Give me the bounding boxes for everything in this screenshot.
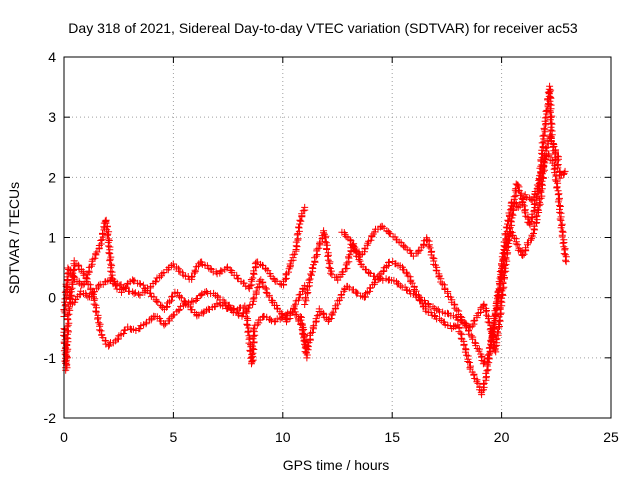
- y-tick-label: 1: [48, 230, 56, 246]
- x-tick-label: 20: [494, 429, 510, 445]
- grid-lines: [64, 57, 611, 418]
- x-tick-label: 10: [275, 429, 291, 445]
- y-tick-label: 2: [48, 169, 56, 185]
- y-tick-label: 3: [48, 109, 56, 125]
- y-tick-label: -1: [44, 350, 57, 366]
- series-markers: [62, 276, 309, 326]
- series-markers: [338, 131, 562, 368]
- x-tick-label: 15: [384, 429, 400, 445]
- chart-title: Day 318 of 2021, Sidereal Day-to-day VTE…: [68, 20, 578, 36]
- x-axis-label: GPS time / hours: [283, 457, 390, 473]
- plot-frame: [63, 56, 612, 419]
- x-tick-label: 0: [60, 429, 68, 445]
- series-6: [338, 131, 562, 368]
- y-axis-label: SDTVAR / TECUs: [6, 182, 22, 294]
- y-tick-label: -2: [44, 410, 57, 426]
- series-3: [62, 276, 309, 326]
- axis-ticks: 0 5 10 15 20 25 -2 -1 0 1 2 3 4: [44, 49, 619, 445]
- y-tick-label: 4: [48, 49, 56, 65]
- series-layer: [60, 82, 570, 399]
- x-tick-label: 5: [170, 429, 178, 445]
- x-tick-label: 25: [603, 429, 619, 445]
- y-tick-label: 0: [48, 290, 56, 306]
